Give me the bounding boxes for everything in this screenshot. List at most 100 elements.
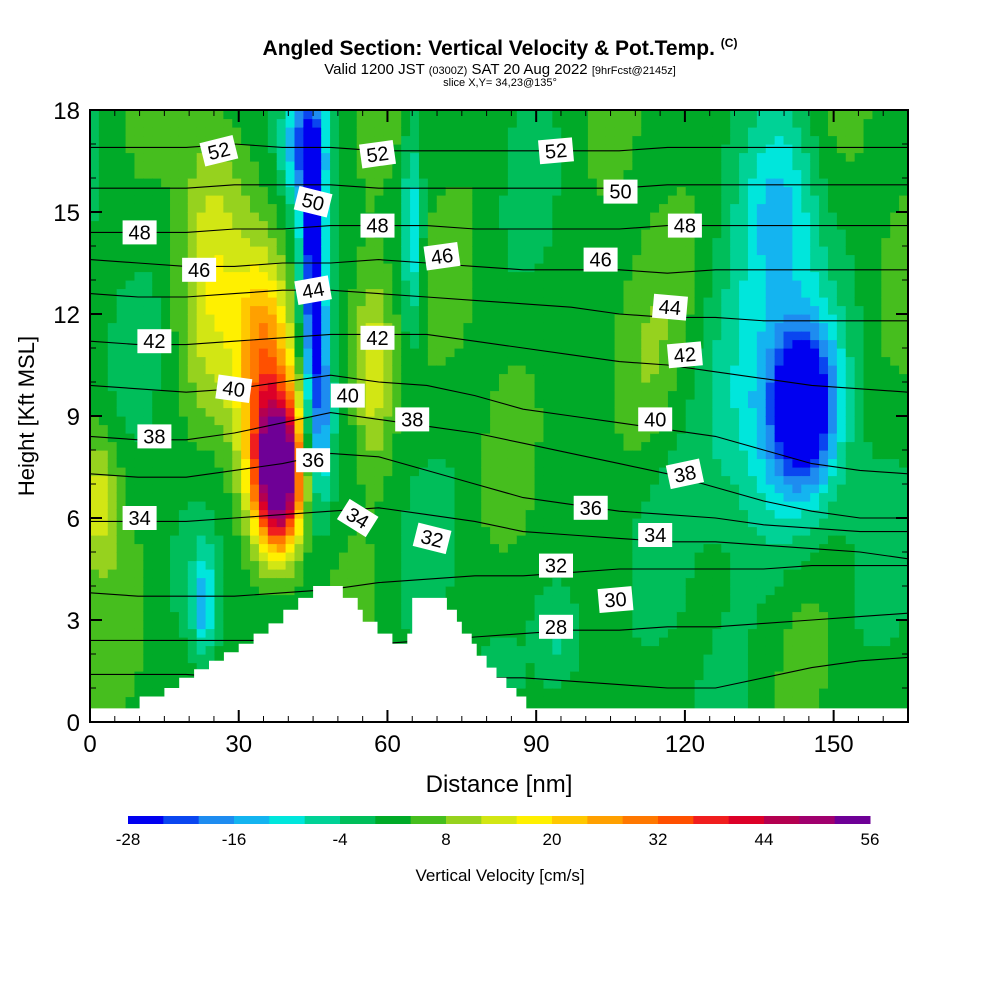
vv-cell xyxy=(170,671,180,681)
vv-cell xyxy=(161,220,171,230)
vv-cell xyxy=(641,373,651,383)
vv-cell xyxy=(463,365,473,375)
vv-cell xyxy=(525,144,536,154)
vv-cell xyxy=(90,637,100,647)
vv-cell xyxy=(232,220,242,230)
vv-cell xyxy=(632,484,642,494)
vv-cell xyxy=(250,577,260,587)
vv-cell xyxy=(285,118,296,128)
vv-cell xyxy=(694,696,705,706)
vv-cell xyxy=(170,518,180,528)
vv-cell xyxy=(90,135,100,145)
vv-cell xyxy=(330,271,340,281)
vv-cell xyxy=(623,390,633,400)
vv-cell xyxy=(685,322,696,332)
vv-cell xyxy=(241,169,251,179)
vv-cell xyxy=(676,450,687,460)
vv-cell xyxy=(454,118,465,128)
vv-cell xyxy=(561,654,571,664)
vv-cell xyxy=(685,696,696,706)
vv-cell xyxy=(116,169,127,179)
vv-cell xyxy=(205,161,216,171)
vv-cell xyxy=(90,416,100,426)
vv-cell xyxy=(685,594,696,604)
vv-cell xyxy=(534,161,545,171)
vv-cell xyxy=(107,577,118,587)
vv-cell xyxy=(161,271,171,281)
vv-cell xyxy=(143,263,153,273)
vv-cell xyxy=(632,637,642,647)
vv-cell xyxy=(481,314,491,324)
vv-cell xyxy=(161,161,171,171)
vv-cell xyxy=(490,365,500,375)
vv-cell xyxy=(294,407,304,417)
vv-cell xyxy=(481,611,491,621)
vv-cell xyxy=(178,356,189,366)
vv-cell xyxy=(267,501,278,511)
vv-cell xyxy=(161,280,171,290)
vv-cell xyxy=(410,212,420,222)
vv-cell xyxy=(214,569,224,579)
vv-cell xyxy=(170,339,180,349)
vv-cell xyxy=(187,671,198,681)
vv-cell xyxy=(374,373,385,383)
vv-cell xyxy=(347,314,358,324)
vv-cell xyxy=(374,467,385,477)
vv-cell xyxy=(516,305,527,315)
vv-cell xyxy=(561,475,571,485)
vv-cell xyxy=(356,263,367,273)
vv-cell xyxy=(276,475,287,485)
vv-cell xyxy=(525,331,536,341)
vv-cell xyxy=(463,424,473,434)
vv-cell xyxy=(525,467,536,477)
vv-cell xyxy=(463,373,473,383)
vv-cell xyxy=(107,305,118,315)
vv-cell xyxy=(107,356,118,366)
vv-cell xyxy=(187,382,198,392)
vv-cell xyxy=(134,178,144,188)
vv-cell xyxy=(383,628,393,638)
vv-cell xyxy=(703,526,713,536)
vv-cell xyxy=(472,237,482,247)
vv-cell xyxy=(570,305,580,315)
vv-cell xyxy=(196,348,207,358)
vv-cell xyxy=(285,603,296,613)
vv-cell xyxy=(330,441,340,451)
vv-cell xyxy=(347,416,358,426)
vv-cell xyxy=(374,603,385,613)
vv-cell xyxy=(125,671,136,681)
vv-cell xyxy=(285,135,296,145)
vv-cell xyxy=(454,288,465,298)
vv-cell xyxy=(596,407,607,417)
vv-cell xyxy=(507,611,518,621)
vv-cell xyxy=(178,152,189,162)
vv-cell xyxy=(401,322,411,332)
vv-cell xyxy=(614,679,625,689)
vv-cell xyxy=(161,195,171,205)
vv-cell xyxy=(418,577,429,587)
vv-cell xyxy=(232,441,242,451)
vv-cell xyxy=(285,373,296,383)
vv-cell xyxy=(250,314,260,324)
vv-cell xyxy=(170,433,180,443)
vv-cell xyxy=(187,305,198,315)
vv-cell xyxy=(507,628,518,638)
vv-cell xyxy=(116,603,127,613)
vv-cell xyxy=(525,560,536,570)
vv-cell xyxy=(232,305,242,315)
vv-cell xyxy=(676,407,687,417)
vv-cell xyxy=(267,110,278,120)
vv-cell xyxy=(534,322,545,332)
vv-cell xyxy=(107,569,118,579)
vv-cell xyxy=(232,322,242,332)
vv-cell xyxy=(107,212,118,222)
vv-cell xyxy=(534,390,545,400)
vv-cell xyxy=(232,637,242,647)
vv-cell xyxy=(312,254,322,264)
vv-cell xyxy=(525,603,536,613)
vv-cell xyxy=(125,348,136,358)
vv-cell xyxy=(321,339,331,349)
vv-cell xyxy=(196,424,207,434)
vv-cell xyxy=(107,637,118,647)
vv-cell xyxy=(490,152,500,162)
